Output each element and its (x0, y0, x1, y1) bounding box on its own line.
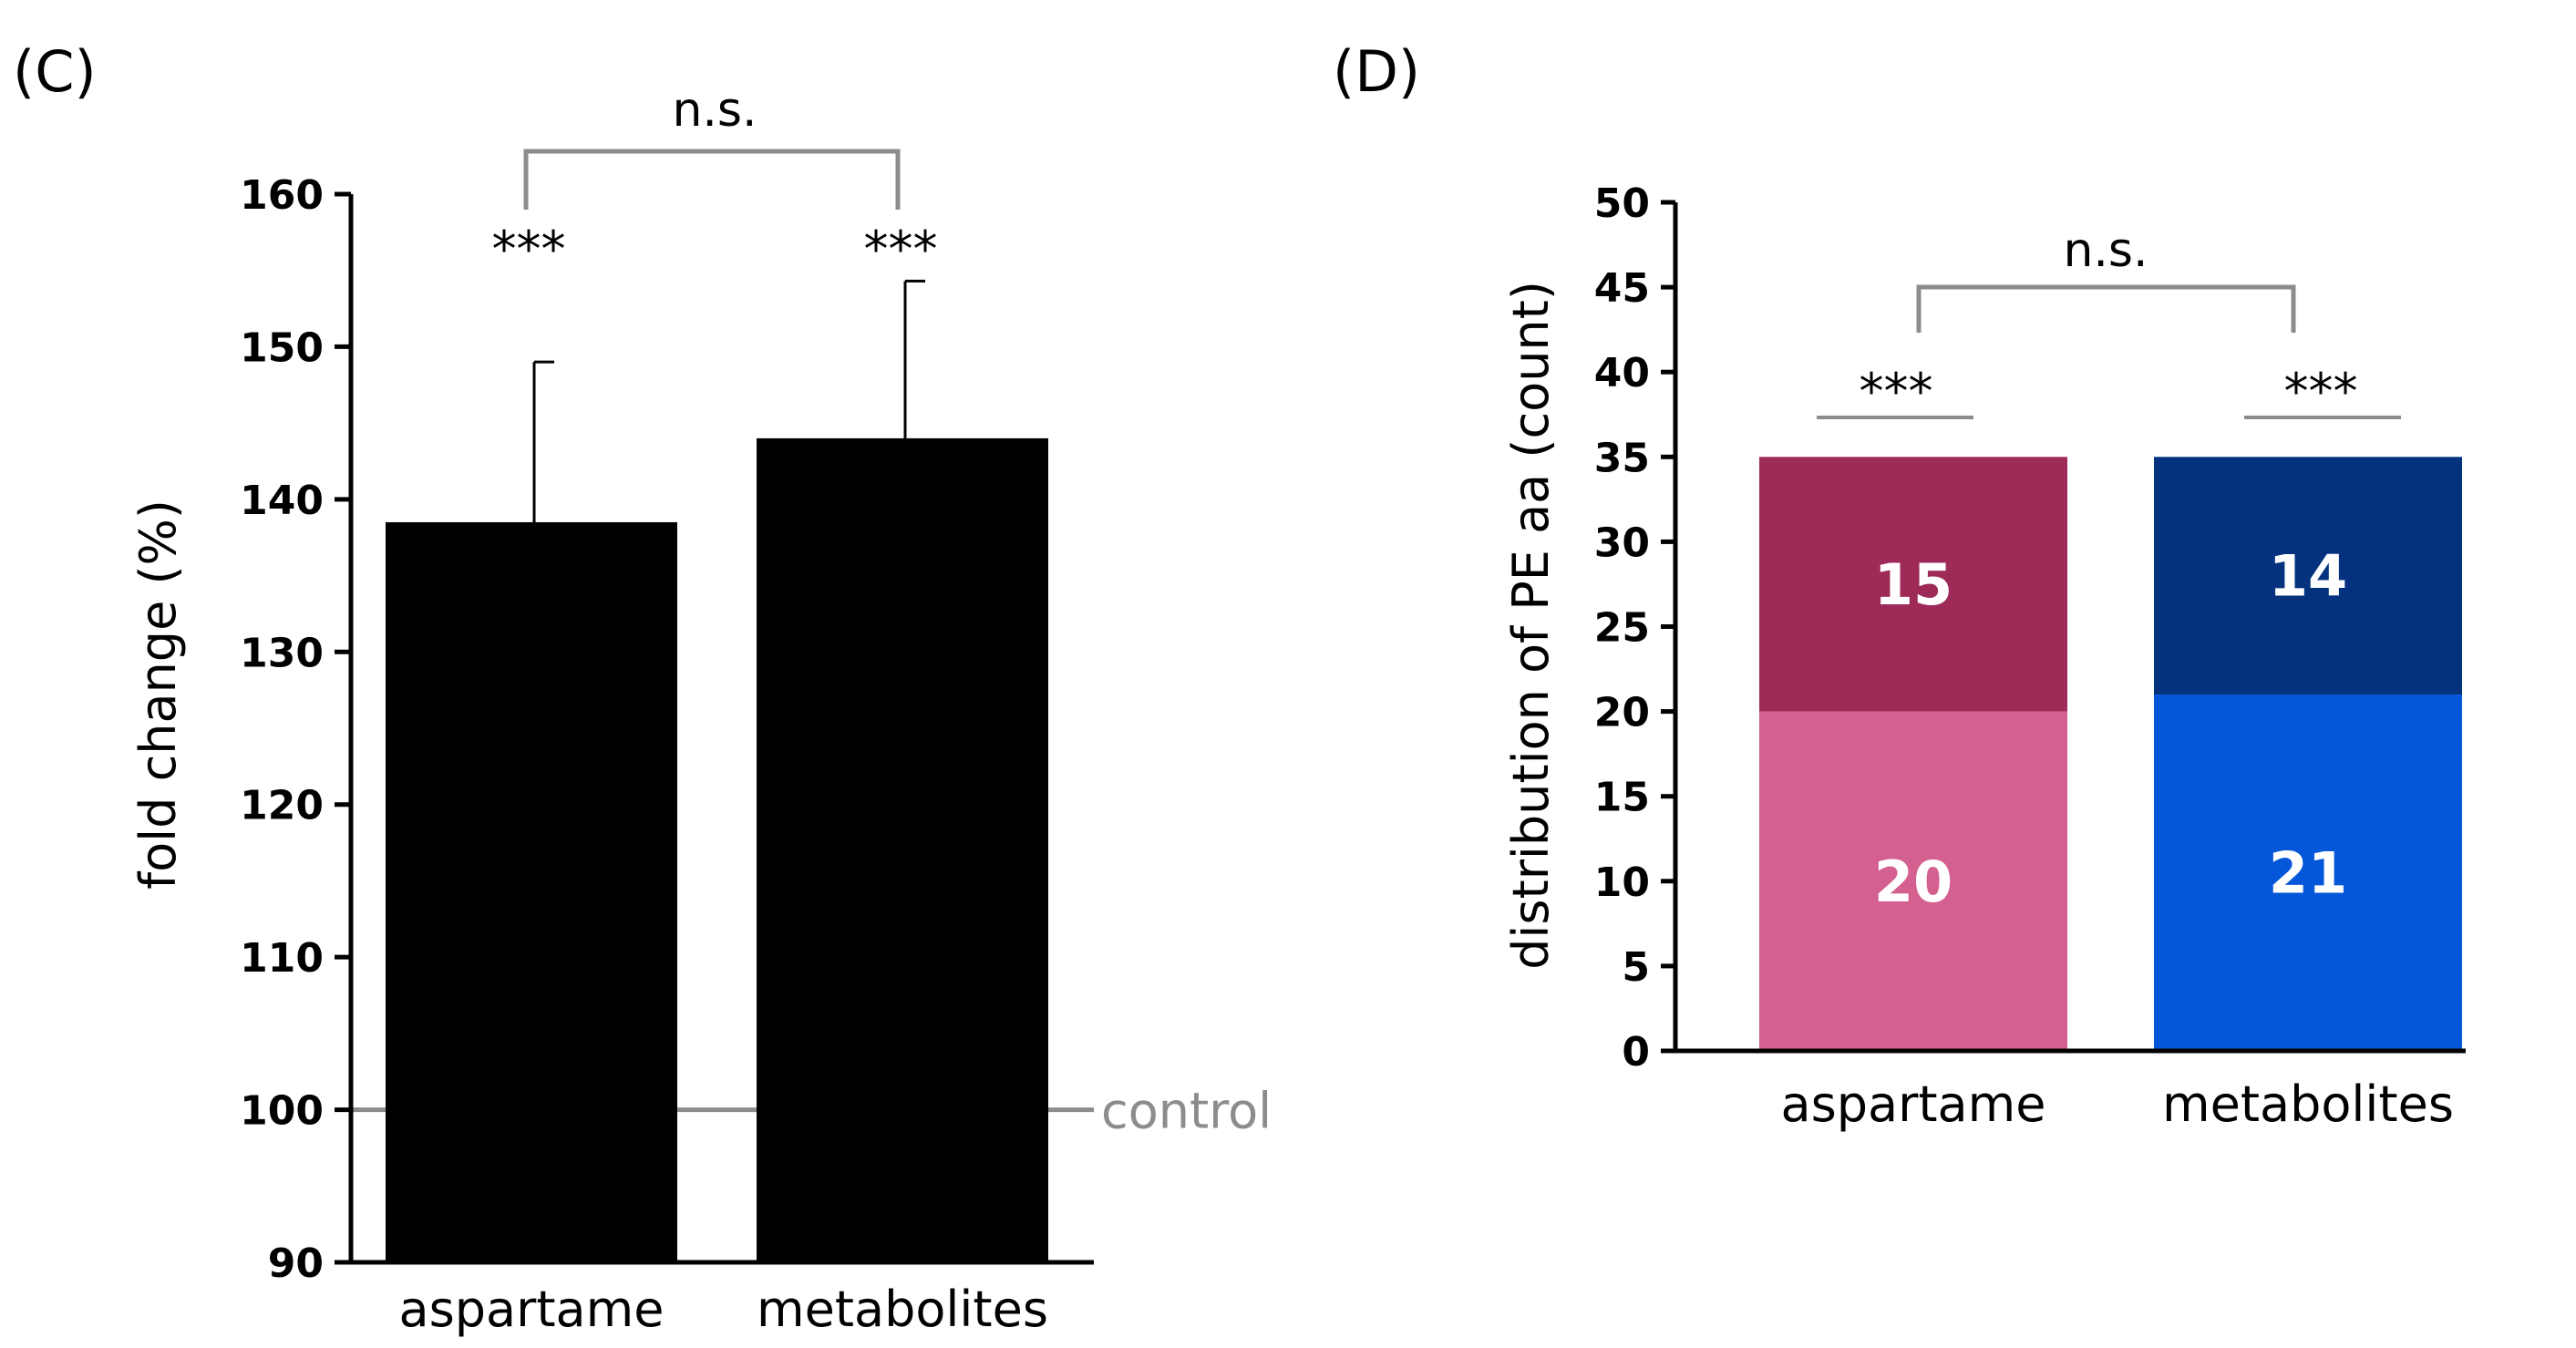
y-tick-label: 15 (1594, 775, 1650, 821)
y-tick-label: 100 (240, 1088, 324, 1135)
y-tick-label: 30 (1594, 520, 1650, 566)
bar (757, 437, 1048, 1262)
stacked-segment (1759, 711, 2067, 1051)
y-ticks: 0 5 10 15 20 25 30 35 40 45 50 (1594, 180, 1675, 1075)
y-tick-label: 0 (1622, 1029, 1650, 1075)
significance-stars: *** (492, 221, 566, 278)
x-category-label: aspartame (1781, 1075, 2046, 1133)
control-label: control (1101, 1083, 1272, 1140)
segment-value-label: 21 (2269, 839, 2347, 906)
y-tick-label: 25 (1594, 605, 1650, 652)
y-tick-label: 110 (240, 935, 324, 982)
panel-c-label: (C) (13, 38, 97, 105)
significance-stars: *** (1860, 363, 1933, 420)
comparison-label: n.s. (672, 83, 757, 138)
x-category-label: metabolites (2162, 1075, 2454, 1133)
panel-d-label: (D) (1333, 38, 1420, 105)
y-tick-label: 45 (1594, 265, 1650, 312)
bars (386, 279, 1048, 1262)
y-tick-label: 40 (1594, 350, 1650, 396)
comparison-bracket (1916, 284, 2296, 333)
y-axis-label: distribution of PE aa (count) (1502, 281, 1560, 970)
y-tick-label: 20 (1594, 690, 1650, 736)
y-ticks: 90 100 110 120 130 140 150 160 (240, 172, 351, 1287)
significance-stars: *** (2284, 363, 2358, 420)
panel-d-stacked-bar-chart: (D) 20 15 21 14 0 5 10 15 20 25 30 35 40 45 50 distri… (1333, 38, 2466, 1133)
y-tick-label: 140 (240, 478, 324, 524)
y-tick-label: 50 (1594, 180, 1650, 227)
segment-value-label: 15 (1874, 551, 1953, 618)
y-tick-label: 90 (268, 1240, 324, 1287)
y-tick-label: 150 (240, 324, 324, 371)
y-tick-label: 35 (1594, 435, 1650, 481)
significance-stars: *** (864, 221, 938, 278)
panel-c-bar-chart: (C) 90 100 110 120 130 140 150 160 control fold… (13, 38, 1272, 1338)
y-tick-label: 130 (240, 630, 324, 676)
x-category-label: metabolites (757, 1281, 1048, 1338)
x-category-label: aspartame (399, 1281, 665, 1338)
comparison-bracket (523, 149, 901, 210)
stacked-segment (2154, 457, 2462, 695)
comparison-label: n.s. (2063, 223, 2148, 278)
axes (348, 194, 1094, 1265)
stacked-segment (1759, 457, 2067, 712)
y-tick-label: 160 (240, 172, 324, 219)
y-tick-label: 10 (1594, 859, 1650, 906)
segment-value-label: 20 (1874, 849, 1953, 915)
stacked-segment (2154, 694, 2462, 1051)
stacked-bars: 20 15 21 14 (1759, 457, 2462, 1051)
y-axis-label: fold change (%) (129, 499, 187, 890)
y-tick-label: 5 (1622, 944, 1650, 991)
y-tick-label: 120 (240, 783, 324, 829)
bar (386, 521, 677, 1262)
segment-value-label: 14 (2269, 543, 2347, 610)
